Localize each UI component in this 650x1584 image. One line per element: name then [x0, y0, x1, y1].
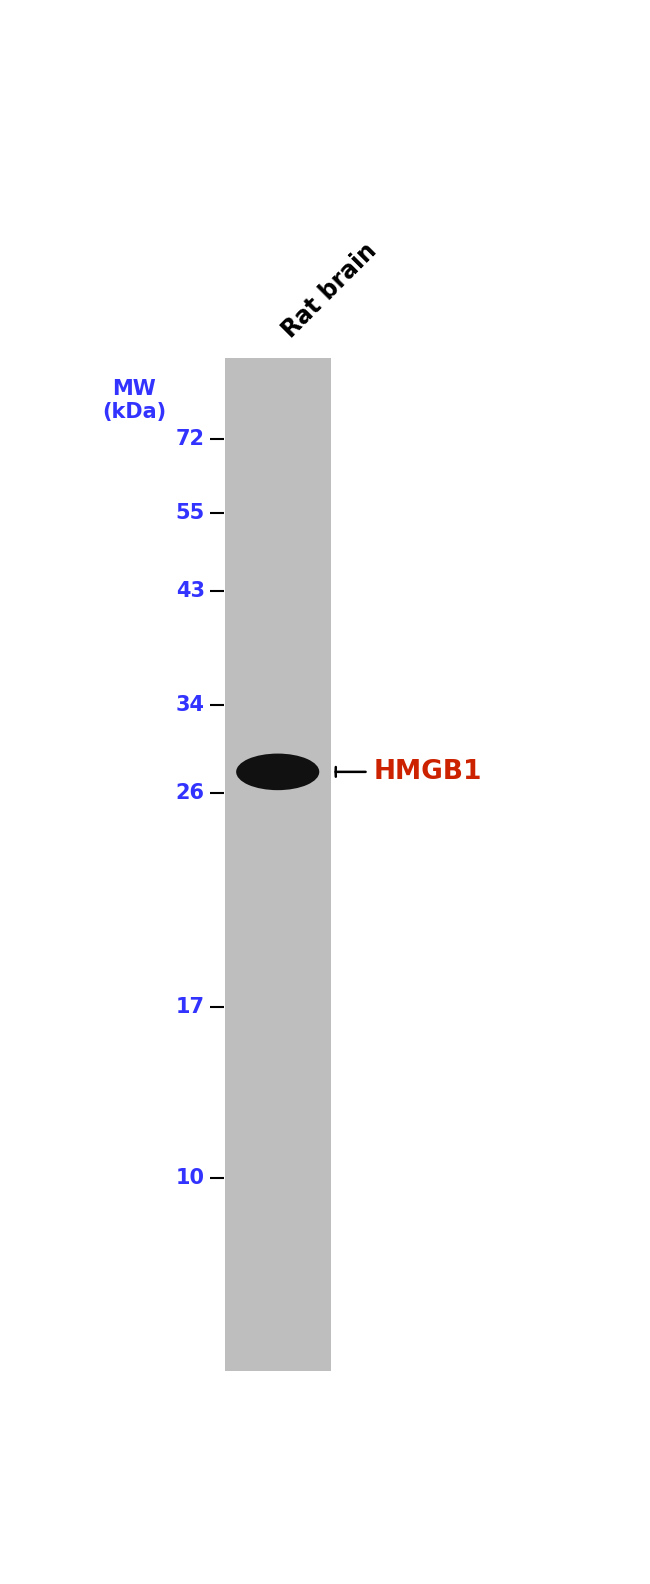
Text: 72: 72	[176, 429, 205, 448]
Text: 10: 10	[176, 1167, 205, 1188]
Text: 55: 55	[176, 504, 205, 523]
Text: MW
(kDa): MW (kDa)	[102, 379, 166, 423]
Bar	[225, 358, 331, 1370]
Text: 26: 26	[176, 782, 205, 803]
Text: Rat brain: Rat brain	[278, 239, 382, 342]
Ellipse shape	[236, 754, 319, 790]
Text: 34: 34	[176, 695, 205, 714]
Text: HMGB1: HMGB1	[373, 759, 482, 784]
Text: 17: 17	[176, 998, 205, 1017]
Text: 43: 43	[176, 581, 205, 602]
